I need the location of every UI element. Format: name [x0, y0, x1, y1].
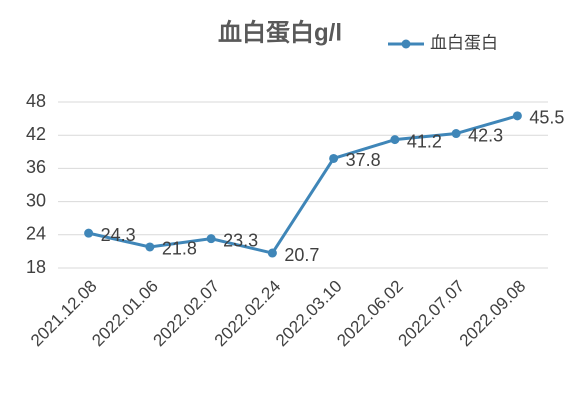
chart-title: 血白蛋白g/l	[218, 18, 342, 46]
data-label: 20.7	[284, 245, 319, 265]
y-tick-label: 36	[26, 157, 46, 177]
data-label: 23.3	[223, 230, 258, 250]
data-label: 42.3	[468, 125, 503, 145]
x-tick-label: 2022.09.08	[456, 277, 530, 351]
point	[329, 153, 339, 163]
point	[390, 135, 400, 145]
y-tick-label: 18	[26, 257, 46, 277]
y-tick-label: 24	[26, 224, 46, 244]
point	[267, 248, 277, 258]
series-line	[88, 114, 518, 255]
point	[145, 242, 155, 252]
data-label: 41.2	[407, 131, 442, 151]
data-label: 37.8	[346, 150, 381, 170]
data-label: 45.5	[529, 108, 564, 128]
y-tick-label: 42	[26, 124, 46, 144]
legend-marker	[401, 39, 411, 49]
point	[84, 228, 94, 238]
point	[451, 129, 461, 139]
y-tick-label: 30	[26, 190, 46, 210]
data-label: 24.3	[101, 225, 136, 245]
y-tick-label: 48	[26, 91, 46, 111]
legend-label: 血白蛋白	[430, 33, 498, 52]
data-label: 21.8	[162, 239, 197, 259]
point	[512, 111, 522, 121]
point	[206, 234, 216, 244]
